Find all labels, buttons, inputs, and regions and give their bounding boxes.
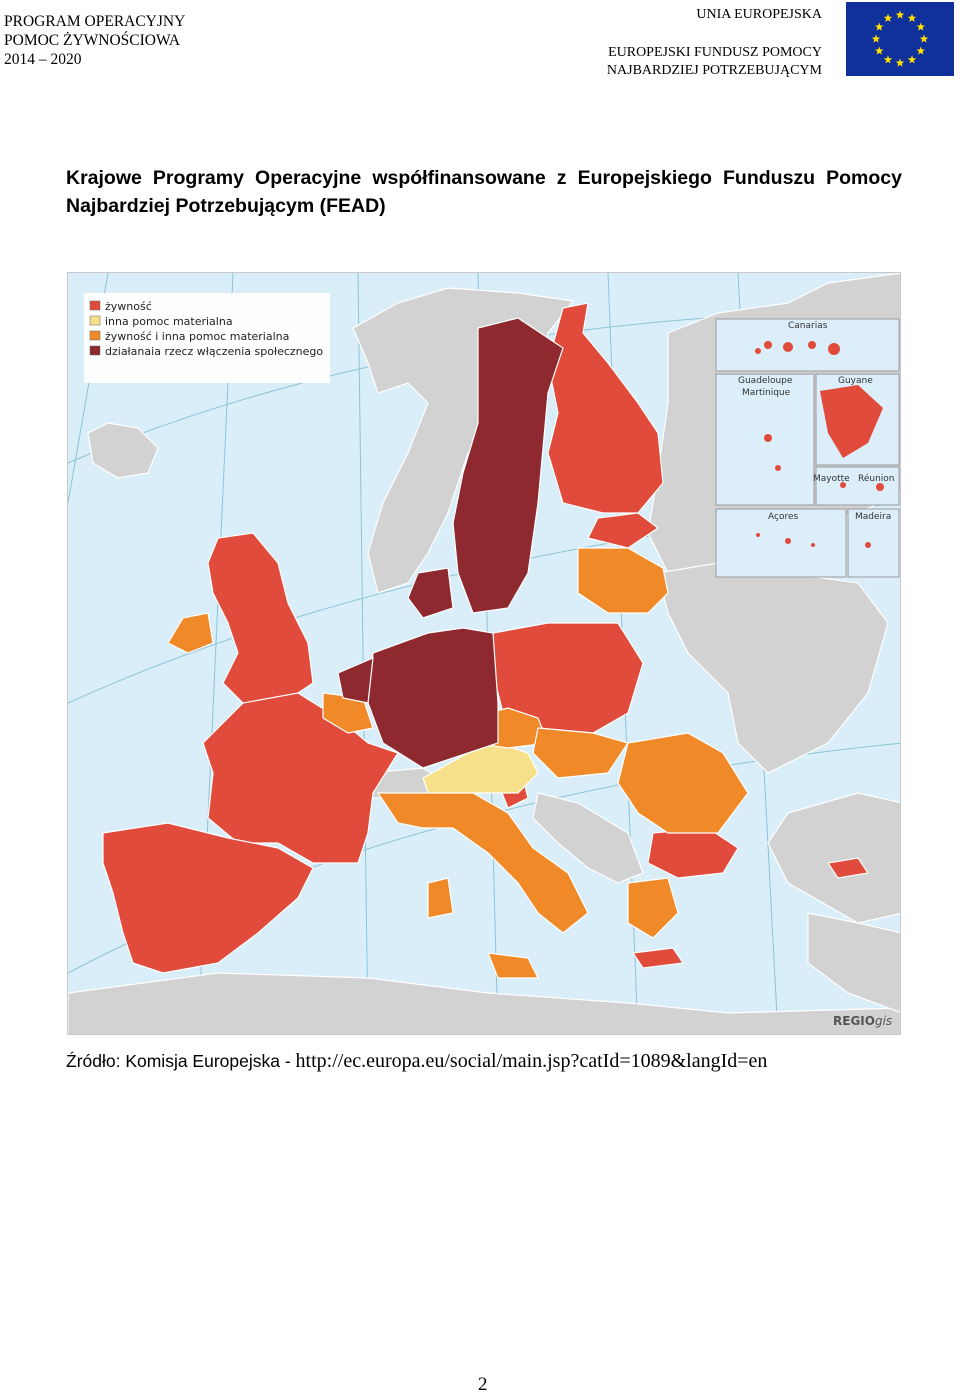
legend-label: żywność: [105, 300, 152, 313]
legend-swatch: [89, 345, 101, 356]
flag-star-icon: [916, 22, 926, 31]
inset-label: Guadeloupe: [738, 376, 793, 386]
flag-star-icon: [895, 10, 905, 19]
overseas-insets: Canarias Guadeloupe Martinique Guyane Mayott…: [715, 318, 900, 578]
union-label: UNIA EUROPEJSKA: [696, 7, 822, 22]
program-line: POMOC ŻYWNOŚCIOWA: [4, 32, 181, 49]
flag-star-icon: [883, 55, 893, 64]
program-name: PROGRAM OPERACYJNY POMOC ŻYWNOŚCIOWA 201…: [4, 12, 185, 69]
legend-label: działanaia rzecz włączenia społecznego: [105, 345, 323, 358]
inset-label: Martinique: [742, 388, 791, 398]
source-line: Źródło: Komisja Europejska - http://ec.e…: [66, 1050, 767, 1073]
eu-flag-icon: [846, 2, 954, 76]
flag-star-icon: [907, 55, 917, 64]
inset-label: Mayotte: [813, 474, 850, 484]
inset-label: Réunion: [858, 473, 895, 484]
inset-label: Açores: [768, 512, 798, 522]
flag-star-icon: [907, 13, 917, 22]
source-label: Źródło: Komisja Europejska -: [66, 1051, 296, 1071]
flag-star-icon: [895, 58, 905, 67]
fund-name: UNIA EUROPEJSKA EUROPEJSKI FUNDUSZ POMOC…: [607, 6, 822, 80]
legend-label: żywność i inna pomoc materialna: [105, 330, 289, 343]
program-line: PROGRAM OPERACYJNY: [4, 13, 186, 30]
flag-star-icon: [871, 34, 881, 43]
fund-line: EUROPEJSKI FUNDUSZ POMOCY: [608, 45, 822, 60]
fund-line: NAJBARDZIEJ POTRZEBUJĄCYM: [606, 63, 822, 78]
food-countries: [102, 302, 884, 974]
fead-map: żywność inna pomoc materialna żywność i in…: [67, 272, 901, 1035]
source-url[interactable]: http://ec.europa.eu/social/main.jsp?catI…: [295, 1050, 768, 1072]
legend-swatch: [89, 315, 101, 326]
map-legend: żywność inna pomoc materialna żywność i in…: [84, 293, 330, 383]
social-inclusion-countries: [337, 317, 564, 769]
legend-swatch: [89, 300, 101, 311]
flag-star-icon: [916, 46, 926, 55]
legend-swatch: [89, 330, 101, 341]
legend-label: inna pomoc materialna: [105, 315, 233, 328]
regiogis-credit: REGIOgis: [833, 1014, 892, 1028]
page-number: 2: [478, 1374, 488, 1395]
flag-star-icon: [919, 34, 929, 43]
program-years: 2014 – 2020: [4, 51, 82, 68]
inset-label: Canarias: [788, 321, 828, 331]
flag-star-icon: [883, 13, 893, 22]
flag-star-icon: [874, 46, 884, 55]
inset-label: Madeira: [855, 512, 891, 522]
inset-label: Guyane: [838, 376, 873, 386]
flag-star-icon: [874, 22, 884, 31]
page-title: Krajowe Programy Operacyjne współfinanso…: [66, 167, 902, 217]
